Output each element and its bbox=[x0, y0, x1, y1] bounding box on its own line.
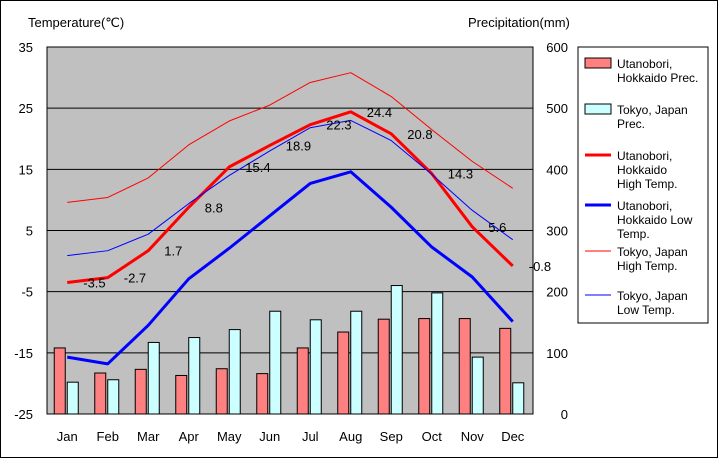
data-label: 22.3 bbox=[326, 118, 351, 133]
bar bbox=[228, 329, 241, 415]
x-tick-label: Mar bbox=[137, 429, 160, 444]
legend-label: Hokkaido bbox=[617, 163, 667, 177]
bar bbox=[377, 318, 390, 415]
data-label: 1.7 bbox=[164, 244, 182, 259]
bar bbox=[215, 368, 228, 415]
legend-label: Tokyo, Japan bbox=[617, 289, 688, 303]
x-tick-label: Sep bbox=[380, 429, 403, 444]
legend-label: High Temp. bbox=[617, 259, 677, 273]
bar bbox=[269, 310, 282, 415]
legend-box bbox=[577, 46, 709, 324]
bar bbox=[418, 318, 431, 415]
data-label: -3.5 bbox=[83, 275, 105, 290]
legend-label: Low Temp. bbox=[617, 303, 675, 317]
x-tick-label: Jul bbox=[302, 429, 319, 444]
bar bbox=[309, 319, 322, 415]
bar bbox=[175, 374, 188, 415]
bar bbox=[53, 347, 66, 415]
bar bbox=[66, 381, 79, 415]
x-tick-label: Apr bbox=[179, 429, 200, 444]
bar bbox=[499, 327, 512, 415]
left-tick-label: -25 bbox=[14, 407, 33, 422]
legend-label: Hokkaido Low bbox=[617, 213, 693, 227]
bar bbox=[458, 318, 471, 415]
right-tick-label: 100 bbox=[546, 346, 568, 361]
legend-label: Utanobori, bbox=[617, 57, 672, 71]
data-label: 15.4 bbox=[245, 160, 270, 175]
right-tick-label: 500 bbox=[546, 101, 568, 116]
legend-swatch bbox=[584, 57, 612, 69]
data-label: 18.9 bbox=[286, 138, 311, 153]
legend-label: Temp. bbox=[617, 227, 650, 241]
legend-swatch bbox=[584, 103, 612, 115]
data-label: 8.8 bbox=[205, 200, 223, 215]
bar bbox=[256, 373, 269, 415]
bar bbox=[390, 285, 403, 415]
left-tick-label: -15 bbox=[14, 346, 33, 361]
legend-label: High Temp. bbox=[617, 177, 677, 191]
bar bbox=[337, 331, 350, 415]
data-label: 20.8 bbox=[407, 127, 432, 142]
bar bbox=[107, 379, 120, 415]
x-tick-label: Nov bbox=[461, 429, 485, 444]
left-tick-label: 25 bbox=[19, 101, 33, 116]
bar bbox=[134, 368, 147, 415]
left-tick-label: 35 bbox=[19, 40, 33, 55]
x-tick-label: Feb bbox=[97, 429, 119, 444]
legend-label: Hokkaido Prec. bbox=[617, 71, 698, 85]
right-tick-label: 300 bbox=[546, 224, 568, 239]
plot-border bbox=[46, 46, 534, 415]
bar bbox=[94, 372, 107, 415]
x-tick-label: Jun bbox=[259, 429, 280, 444]
data-label: -0.8 bbox=[529, 259, 551, 274]
left-tick-label: 5 bbox=[26, 224, 33, 239]
legend-label: Tokyo, Japan bbox=[617, 245, 688, 259]
left-tick-label: -5 bbox=[21, 285, 33, 300]
bar bbox=[471, 356, 484, 415]
x-tick-label: Jan bbox=[57, 429, 78, 444]
data-label: 24.4 bbox=[367, 105, 392, 120]
bar bbox=[296, 347, 309, 415]
x-tick-label: May bbox=[217, 429, 242, 444]
bar bbox=[350, 310, 363, 415]
bar bbox=[188, 337, 201, 415]
legend-label: Tokyo, Japan bbox=[617, 103, 688, 117]
data-label: 14.3 bbox=[448, 167, 473, 182]
series-line bbox=[67, 72, 514, 203]
series-line bbox=[67, 110, 514, 284]
right-axis-title: Precipitation(mm) bbox=[468, 15, 570, 30]
bar bbox=[512, 382, 525, 415]
right-tick-label: 200 bbox=[546, 285, 568, 300]
bar bbox=[147, 341, 160, 415]
right-tick-label: 600 bbox=[546, 40, 568, 55]
bar bbox=[431, 292, 444, 415]
legend-label: Prec. bbox=[617, 117, 645, 131]
right-tick-label: 400 bbox=[546, 162, 568, 177]
legend-label: Utanobori, bbox=[617, 199, 672, 213]
left-tick-label: 15 bbox=[19, 162, 33, 177]
right-tick-label: 0 bbox=[561, 407, 568, 422]
x-tick-label: Dec bbox=[501, 429, 525, 444]
data-label: 5.6 bbox=[488, 220, 506, 235]
legend-label: Utanobori, bbox=[617, 149, 672, 163]
left-axis-title: Temperature(℃) bbox=[28, 15, 124, 30]
series-line bbox=[67, 119, 514, 257]
x-tick-label: Aug bbox=[339, 429, 362, 444]
data-label: -2.7 bbox=[124, 271, 146, 286]
x-tick-label: Oct bbox=[422, 429, 443, 444]
series-line bbox=[67, 170, 514, 366]
